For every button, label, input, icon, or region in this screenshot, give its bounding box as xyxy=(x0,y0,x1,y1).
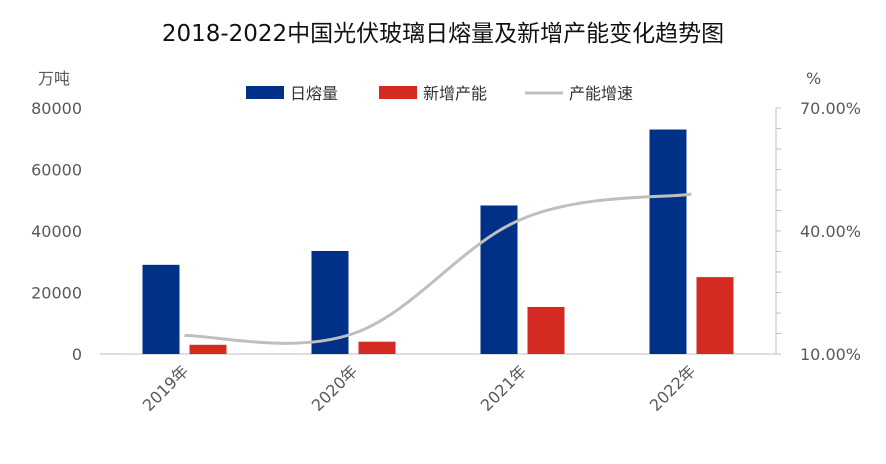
y-tick-label-right: 10.00% xyxy=(800,345,861,364)
chart-title: 2018-2022中国光伏玻璃日熔量及新增产能变化趋势图 xyxy=(161,21,725,47)
y-tick-label-left: 0 xyxy=(72,345,82,364)
legend-label-新增产能: 新增产能 xyxy=(423,84,487,103)
x-tick-label: 2019年 xyxy=(139,361,193,415)
y-tick-label-left: 20000 xyxy=(31,284,82,303)
bar-日熔量-2021年 xyxy=(480,205,518,354)
y-tick-label-left: 60000 xyxy=(31,161,82,180)
legend-swatch-日熔量 xyxy=(246,86,284,99)
x-tick-label: 2021年 xyxy=(477,361,531,415)
y-tick-label-right: 40.00% xyxy=(800,222,861,241)
bar-新增产能-2019年 xyxy=(189,344,227,354)
x-tick-label: 2022年 xyxy=(646,361,700,415)
line-产能增速 xyxy=(184,192,692,345)
bar-新增产能-2022年 xyxy=(696,277,734,354)
y-tick-label-left: 80000 xyxy=(31,99,82,118)
y-tick-label-right: 70.00% xyxy=(800,99,861,118)
y-tick-label-left: 40000 xyxy=(31,222,82,241)
legend-label-日熔量: 日熔量 xyxy=(290,84,338,103)
bar-日熔量-2019年 xyxy=(142,264,180,354)
bar-新增产能-2020年 xyxy=(358,341,396,354)
bar-日熔量-2022年 xyxy=(649,129,687,354)
legend-swatch-新增产能 xyxy=(379,86,417,99)
right-axis-unit: % xyxy=(806,69,821,88)
x-tick-label: 2020年 xyxy=(308,361,362,415)
left-axis-unit: 万吨 xyxy=(38,69,70,88)
legend-label-产能增速: 产能增速 xyxy=(569,84,633,103)
bar-新增产能-2021年 xyxy=(527,306,565,354)
